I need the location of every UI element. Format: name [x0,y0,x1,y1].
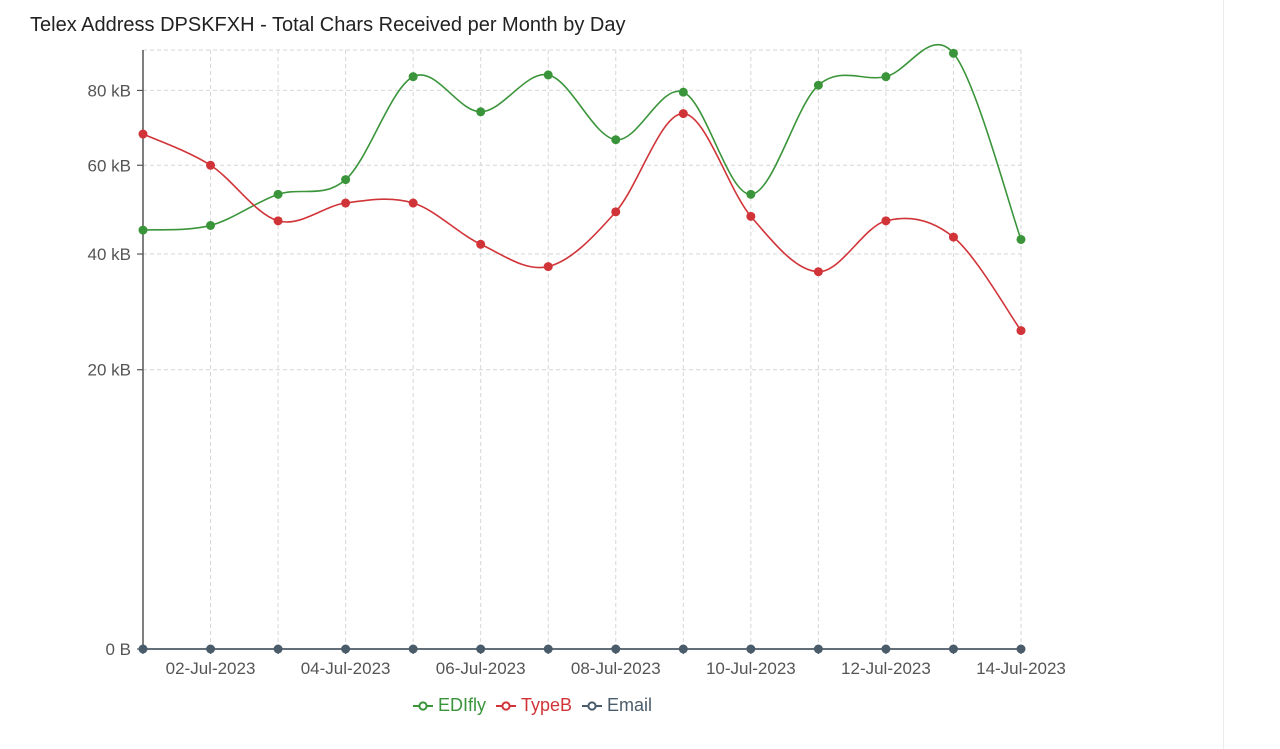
legend-label: EDIfly [437,695,486,715]
typeb-point [543,262,553,272]
edifly-point [341,175,351,185]
y-tick-label: 20 kB [88,361,131,380]
legend-marker-icon [582,700,603,712]
email-point [813,644,823,654]
line-chart: 0 B 20 kB 40 kB 60 kB 80 kB 02-Jul-2023 04-Jul… [88,44,1066,678]
edifly-point [678,87,688,97]
typeb-point [138,129,148,139]
email-point [138,644,148,654]
edifly-point [543,70,553,80]
email-point [611,644,621,654]
edifly-point [476,107,486,117]
legend-item-email[interactable]: Email [582,695,652,716]
typeb-point [1016,326,1026,336]
edifly-point [138,225,148,235]
typeb-point [408,198,418,208]
x-tick-label: 14-Jul-2023 [976,659,1066,678]
typeb-point [273,216,283,226]
legend-item-edifly[interactable]: EDIfly [412,695,486,716]
legend-marker-icon [495,700,516,712]
email-point [206,644,216,654]
typeb-point [813,267,823,277]
edifly-point [273,189,283,199]
edifly-point [746,189,756,199]
email-point [273,644,283,654]
typeb-point [948,232,958,242]
edifly-point [813,80,823,90]
email-point [408,644,418,654]
typeb-point [476,239,486,249]
email-point [543,644,553,654]
edifly-point [206,220,216,230]
edifly-point [881,72,891,82]
legend-label: TypeB [520,695,573,715]
panel-divider [1223,0,1224,749]
chart-legend: EDIfly TypeB Email [0,695,1065,716]
typeb-point [881,216,891,226]
email-point [881,644,891,654]
x-tick-label: 02-Jul-2023 [166,659,256,678]
typeb-point [611,207,621,217]
email-point [678,644,688,654]
typeb-point [678,109,688,119]
typeb-point [341,198,351,208]
x-tick-label: 12-Jul-2023 [841,659,931,678]
email-point [948,644,958,654]
y-tick-label: 0 B [105,640,131,659]
x-tick-label: 06-Jul-2023 [436,659,526,678]
edifly-point [948,48,958,58]
chart-title: Telex Address DPSKFXH - Total Chars Rece… [30,14,626,36]
legend-label: Email [607,695,653,715]
x-tick-label: 10-Jul-2023 [706,659,796,678]
edifly-point [611,135,621,145]
x-tick-label: 08-Jul-2023 [571,659,661,678]
legend-marker-icon [412,700,433,712]
typeb-line [142,112,1022,332]
edifly-point [1016,234,1026,244]
y-tick-label: 80 kB [88,81,131,100]
typeb-point [206,160,216,170]
y-tick-label: 40 kB [88,245,131,264]
legend-item-typeb[interactable]: TypeB [495,695,573,716]
email-point [341,644,351,654]
email-point [476,644,486,654]
edifly-point [408,72,418,82]
email-point [746,644,756,654]
x-tick-label: 04-Jul-2023 [301,659,391,678]
y-tick-label: 60 kB [88,156,131,175]
email-point [1016,644,1026,654]
typeb-point [746,211,756,221]
